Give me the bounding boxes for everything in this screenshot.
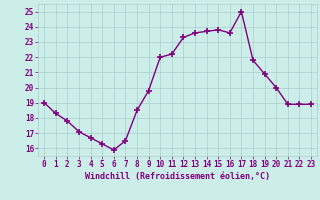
X-axis label: Windchill (Refroidissement éolien,°C): Windchill (Refroidissement éolien,°C) [85, 172, 270, 181]
